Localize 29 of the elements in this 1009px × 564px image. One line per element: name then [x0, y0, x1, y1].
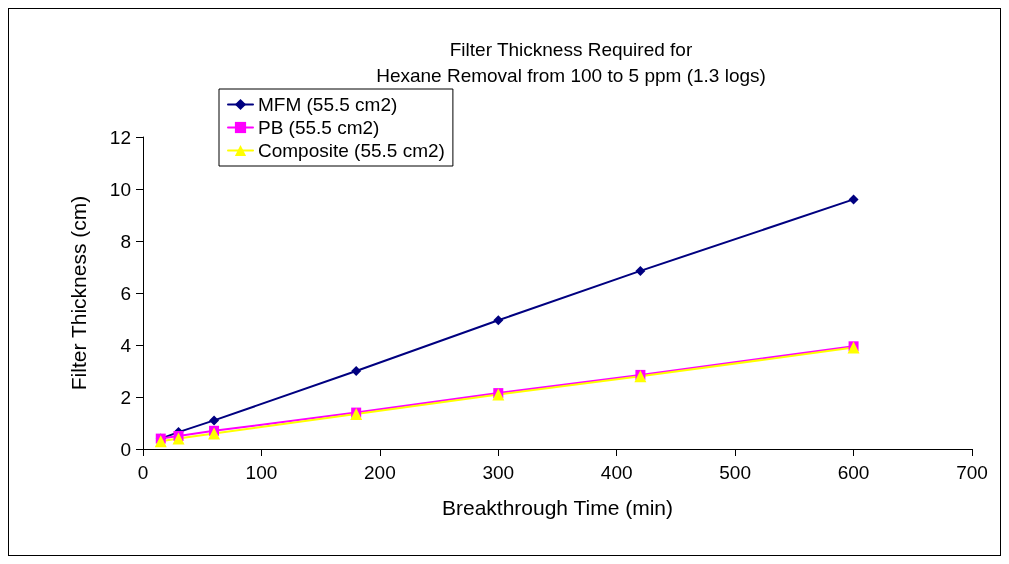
legend-label: Composite (55.5 cm2): [258, 140, 445, 161]
point: [351, 366, 362, 376]
legend-label: PB (55.5 cm2): [258, 117, 380, 138]
point: [635, 265, 646, 276]
x-tick-label: 0: [137, 462, 149, 483]
y-tick-label: 8: [120, 230, 131, 252]
y-tick-label: 0: [120, 438, 131, 460]
point: [172, 432, 185, 445]
y-tick-label: 2: [120, 386, 131, 408]
x-tick-label: 300: [482, 462, 515, 483]
y-tick-label: 10: [109, 178, 131, 200]
point: [208, 427, 221, 440]
x-tick-label: 200: [364, 462, 396, 483]
x-tick-label: 500: [719, 462, 751, 483]
point: [493, 315, 504, 326]
x-tick-label: 700: [956, 462, 988, 483]
chart-title: Filter Thickness Required for Hexane Removal from 100 to 5 ppm (1.3 logs): [376, 38, 766, 86]
x-tick-label: 100: [245, 462, 278, 483]
point: [848, 194, 859, 205]
y-axis-title: Filter Thickness (cm): [67, 195, 90, 391]
x-tick-label: 600: [837, 462, 870, 483]
point: [154, 435, 167, 448]
y-tick-label: 12: [109, 126, 131, 148]
legend-label: MFM (55.5 cm2): [258, 94, 398, 115]
x-tick-label: 400: [600, 462, 633, 483]
x-axis-title: Breakthrough Time (min): [441, 496, 674, 519]
point: [209, 415, 220, 426]
y-tick-label: 4: [120, 334, 132, 356]
y-tick-label: 6: [120, 282, 131, 304]
